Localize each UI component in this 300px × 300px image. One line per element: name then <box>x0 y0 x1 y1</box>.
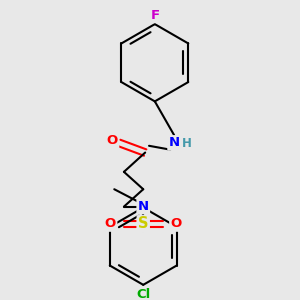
Text: O: O <box>105 218 116 230</box>
Text: S: S <box>138 217 148 232</box>
Text: Cl: Cl <box>136 288 150 300</box>
Text: O: O <box>170 218 182 230</box>
Text: N: N <box>138 200 149 213</box>
Text: O: O <box>107 134 118 148</box>
Text: N: N <box>169 136 180 149</box>
Text: F: F <box>150 9 159 22</box>
Text: H: H <box>182 137 192 150</box>
